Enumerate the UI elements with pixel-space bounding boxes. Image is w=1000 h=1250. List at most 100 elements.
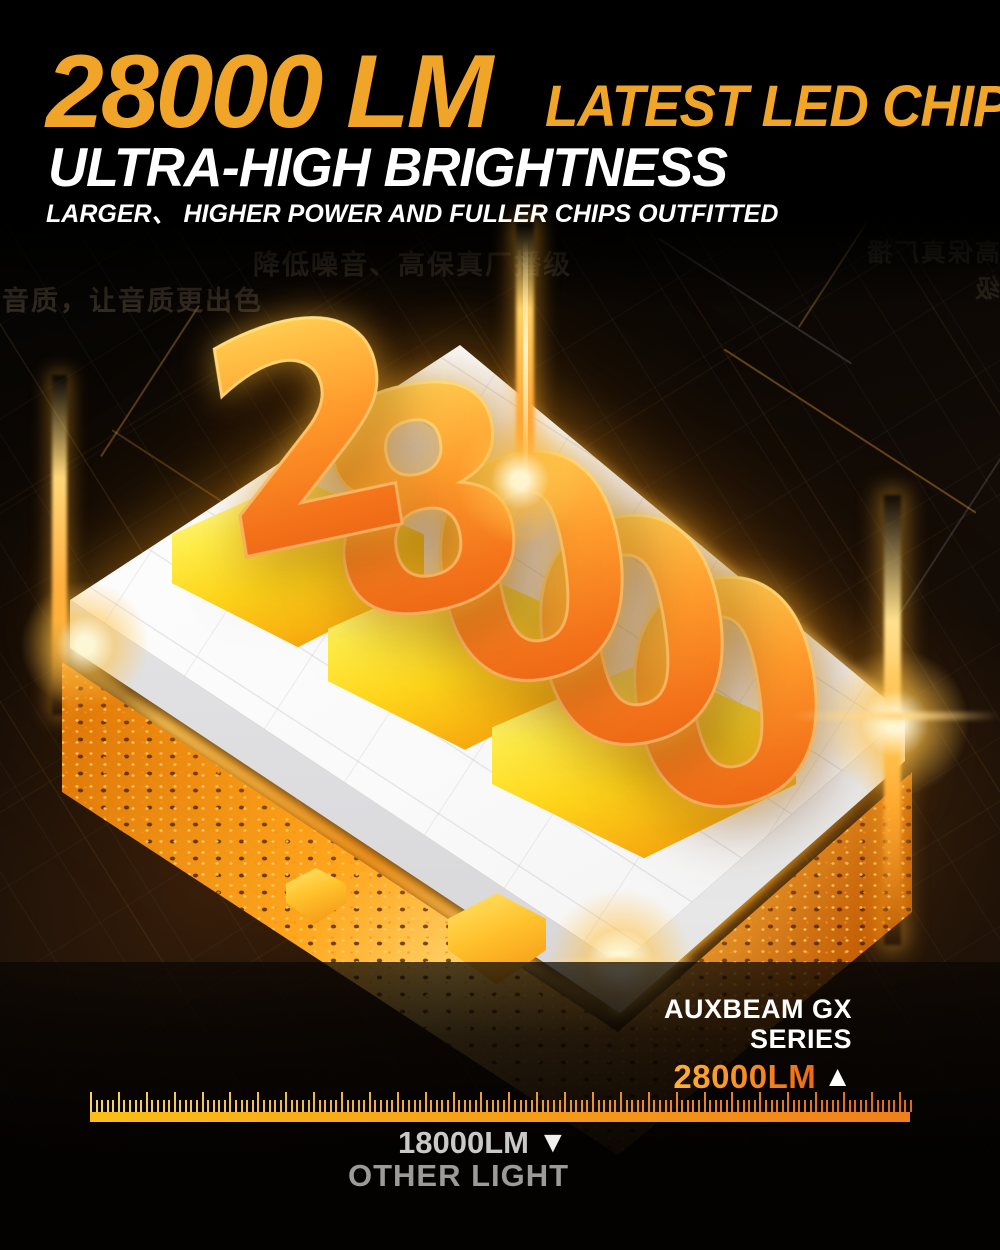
ruler-tick (341, 1092, 344, 1112)
ruler-tick (614, 1100, 617, 1112)
ruler-tick (212, 1100, 215, 1112)
ruler-tick (692, 1100, 695, 1112)
ruler-tick (497, 1100, 500, 1112)
other-lumen-value: 18000LM (398, 1125, 529, 1160)
ruler-tick (681, 1100, 684, 1112)
ruler-tick (223, 1100, 226, 1112)
ruler-tick (229, 1092, 232, 1112)
ruler-tick (402, 1100, 405, 1112)
ruler-tick (491, 1100, 494, 1112)
ruler-tick (608, 1100, 611, 1112)
ruler-tick (463, 1100, 466, 1112)
ruler-tick (112, 1100, 115, 1112)
ruler-ticks (90, 1090, 912, 1112)
ruler-tick (792, 1100, 795, 1112)
ruler-tick (636, 1100, 639, 1112)
brand-series: SERIES (749, 1024, 852, 1055)
ruler-tick (207, 1100, 210, 1112)
ruler-tick (647, 1092, 650, 1112)
ruler-tick (251, 1100, 254, 1112)
ruler-tick (564, 1092, 567, 1112)
ruler-tick (218, 1100, 221, 1112)
ruler-tick (843, 1092, 846, 1112)
up-triangle-icon: ▲ (823, 1060, 852, 1093)
ruler-tick (776, 1100, 779, 1112)
other-value-row: 18000LM ▼ (398, 1125, 568, 1161)
ruler-tick (368, 1092, 371, 1112)
ruler-tick (508, 1092, 511, 1112)
ruler-tick (134, 1100, 137, 1112)
ruler-tick (731, 1092, 734, 1112)
ruler-tick (575, 1100, 578, 1112)
ruler-tick (619, 1092, 622, 1112)
ruler-tick (525, 1100, 528, 1112)
ruler-tick (285, 1092, 288, 1112)
ruler-tick (391, 1100, 394, 1112)
ruler-tick (240, 1100, 243, 1112)
ruler-tick (140, 1100, 143, 1112)
ruler-tick (854, 1100, 857, 1112)
ruler-tick (296, 1100, 299, 1112)
brand-name: AUXBEAM GX (663, 994, 852, 1024)
ruler-tick (447, 1100, 449, 1112)
ruler-tick (413, 1100, 416, 1112)
ruler-tick (653, 1100, 656, 1112)
lumen-ruler (90, 1090, 912, 1122)
ruler-tick (313, 1092, 316, 1112)
ruler-tick (876, 1100, 879, 1112)
ruler-tick (346, 1100, 349, 1112)
ruler-tick (352, 1100, 355, 1112)
ruler-tick (887, 1100, 890, 1112)
ruler-tick (396, 1092, 399, 1112)
ruler-tick (798, 1100, 801, 1112)
ruler-tick (162, 1100, 165, 1112)
ruler-tick (380, 1100, 383, 1112)
ruler-tick (686, 1100, 689, 1112)
ruler-tick (318, 1100, 321, 1112)
ruler-tick (764, 1100, 767, 1112)
ruler-tick (831, 1100, 834, 1112)
ruler-tick (703, 1092, 706, 1112)
ruler-tick (190, 1100, 193, 1112)
ruler-tick (301, 1100, 304, 1112)
ruler-tick (129, 1100, 132, 1112)
ruler-tick (117, 1092, 120, 1112)
ruler-tick (859, 1100, 862, 1112)
down-triangle-icon: ▼ (537, 1126, 568, 1159)
ruler-tick (742, 1100, 745, 1112)
ruler-tick (424, 1092, 427, 1112)
ruler-tick (519, 1100, 522, 1112)
ruler-tick (541, 1100, 544, 1112)
ruler-tick (893, 1100, 896, 1112)
ruler-tick (625, 1100, 628, 1112)
ruler-tick (435, 1100, 438, 1112)
ruler-tick (123, 1100, 126, 1112)
ruler-tick (642, 1100, 645, 1112)
ruler-tick (781, 1100, 784, 1112)
ruler-tick (374, 1100, 377, 1112)
ruler-tick (670, 1100, 673, 1112)
ruler-tick (502, 1100, 505, 1112)
ruler-tick (235, 1100, 238, 1112)
ruler-tick (324, 1100, 327, 1112)
ruler-tick (714, 1100, 717, 1112)
ruler-tick (480, 1092, 483, 1112)
ruler-tick (552, 1100, 555, 1112)
ruler-tick (335, 1100, 338, 1112)
ruler-tick (658, 1100, 661, 1112)
ruler-tick (720, 1100, 723, 1112)
ruler-tick (95, 1100, 98, 1112)
ruler-tick (815, 1092, 818, 1112)
ruler-tick (698, 1100, 701, 1112)
ruler-tick (106, 1100, 109, 1112)
ruler-tick (753, 1100, 756, 1112)
ruler-tick (558, 1100, 561, 1112)
ruler-tick (536, 1092, 539, 1112)
ruler-tick (725, 1100, 728, 1112)
ruler-tick (513, 1100, 516, 1112)
ruler-tick (597, 1100, 600, 1112)
ruler-tick (770, 1100, 773, 1112)
ruler-tick (101, 1100, 104, 1112)
